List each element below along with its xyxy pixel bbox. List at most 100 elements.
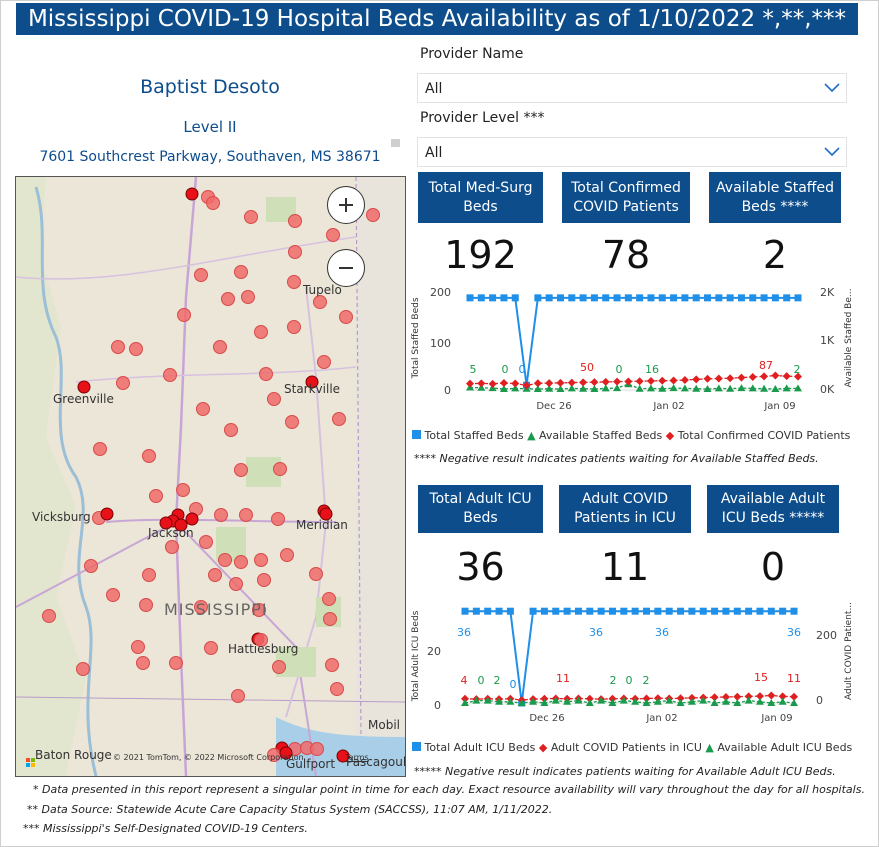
data-point[interactable] [556, 294, 564, 302]
hospital-marker[interactable] [325, 658, 339, 672]
data-point[interactable] [529, 607, 537, 615]
hospital-marker[interactable] [254, 633, 268, 647]
hospital-marker[interactable] [224, 423, 238, 437]
hospital-marker[interactable] [206, 196, 220, 210]
data-point[interactable] [737, 294, 745, 302]
hospital-marker[interactable] [288, 245, 302, 259]
data-point[interactable] [567, 378, 576, 387]
data-point[interactable] [608, 699, 617, 706]
data-point[interactable] [608, 694, 617, 703]
data-point[interactable] [714, 374, 723, 383]
data-point[interactable] [642, 699, 651, 706]
data-point[interactable] [472, 696, 481, 704]
data-point[interactable] [590, 385, 599, 392]
data-point[interactable] [647, 294, 655, 302]
data-point[interactable] [669, 384, 678, 392]
map-zoom-out-button[interactable] [327, 249, 365, 287]
data-point[interactable] [631, 697, 640, 705]
data-point[interactable] [692, 384, 701, 392]
data-point[interactable] [529, 697, 538, 705]
data-point[interactable] [771, 385, 780, 392]
data-point[interactable] [726, 294, 734, 302]
map-zoom-in-button[interactable] [327, 186, 365, 224]
data-point[interactable] [794, 372, 802, 381]
data-point[interactable] [533, 385, 542, 392]
data-point[interactable] [783, 294, 791, 302]
hospital-markers[interactable] [16, 177, 405, 776]
hospital-marker[interactable] [267, 392, 281, 406]
hospital-marker[interactable] [259, 367, 273, 381]
hospital-marker[interactable] [271, 512, 285, 526]
data-point[interactable] [500, 294, 508, 302]
data-point[interactable] [545, 379, 554, 388]
data-point[interactable] [545, 384, 554, 392]
data-point[interactable] [767, 607, 775, 615]
data-point[interactable] [597, 696, 606, 704]
hospital-marker[interactable] [174, 518, 188, 532]
hospital-marker[interactable] [196, 402, 210, 416]
data-point[interactable] [692, 375, 701, 384]
data-point[interactable] [563, 607, 571, 615]
hospital-marker[interactable] [287, 320, 301, 334]
data-point[interactable] [733, 692, 742, 701]
hospital-marker[interactable] [185, 187, 199, 201]
data-point[interactable] [597, 607, 605, 615]
data-point[interactable] [794, 384, 802, 392]
hospital-marker[interactable] [165, 540, 179, 554]
data-point[interactable] [767, 699, 776, 706]
data-point[interactable] [613, 294, 621, 302]
data-point[interactable] [760, 294, 768, 302]
data-point[interactable] [721, 697, 730, 705]
data-point[interactable] [534, 294, 542, 302]
hospital-marker[interactable] [194, 600, 208, 614]
hospital-marker[interactable] [319, 507, 333, 521]
hospital-marker[interactable] [100, 507, 114, 521]
data-point[interactable] [477, 294, 485, 302]
data-point[interactable] [782, 384, 791, 392]
data-point[interactable] [748, 373, 757, 381]
data-point[interactable] [714, 384, 723, 392]
hospital-marker[interactable] [336, 749, 350, 763]
hospital-marker[interactable] [272, 660, 286, 674]
data-point[interactable] [790, 607, 798, 615]
data-point[interactable] [680, 376, 689, 384]
data-point[interactable] [540, 699, 549, 706]
data-point[interactable] [665, 696, 674, 704]
data-point[interactable] [703, 385, 712, 392]
hospital-marker[interactable] [330, 682, 344, 696]
data-point[interactable] [466, 294, 474, 302]
data-point[interactable] [495, 607, 503, 615]
hospital-marker[interactable] [366, 208, 380, 222]
hospital-marker[interactable] [77, 380, 91, 394]
data-point[interactable] [613, 384, 622, 392]
hospital-marker[interactable] [131, 640, 145, 654]
hospital-marker[interactable] [279, 746, 293, 760]
hospital-marker[interactable] [273, 462, 287, 476]
data-point[interactable] [590, 294, 598, 302]
data-point[interactable] [688, 607, 696, 615]
data-point[interactable] [540, 607, 548, 615]
hospital-marker[interactable] [218, 553, 232, 567]
data-point[interactable] [711, 607, 719, 615]
data-point[interactable] [726, 384, 735, 392]
hospital-marker[interactable] [185, 512, 199, 526]
data-point[interactable] [619, 696, 628, 704]
data-point[interactable] [579, 294, 587, 302]
data-point[interactable] [699, 696, 708, 704]
data-point[interactable] [511, 294, 519, 302]
data-point[interactable] [556, 378, 565, 387]
data-point[interactable] [646, 376, 655, 385]
data-point[interactable] [533, 379, 542, 388]
data-point[interactable] [461, 607, 469, 615]
data-point[interactable] [585, 699, 594, 706]
data-point[interactable] [676, 694, 685, 703]
hospital-marker[interactable] [244, 210, 258, 224]
data-point[interactable] [658, 376, 667, 385]
provider-name-dropdown[interactable]: All [417, 73, 847, 103]
data-point[interactable] [794, 294, 802, 302]
data-point[interactable] [642, 694, 651, 703]
hospital-marker[interactable] [142, 568, 156, 582]
data-point[interactable] [585, 694, 594, 703]
data-point[interactable] [567, 384, 576, 392]
hospital-marker[interactable] [177, 308, 191, 322]
